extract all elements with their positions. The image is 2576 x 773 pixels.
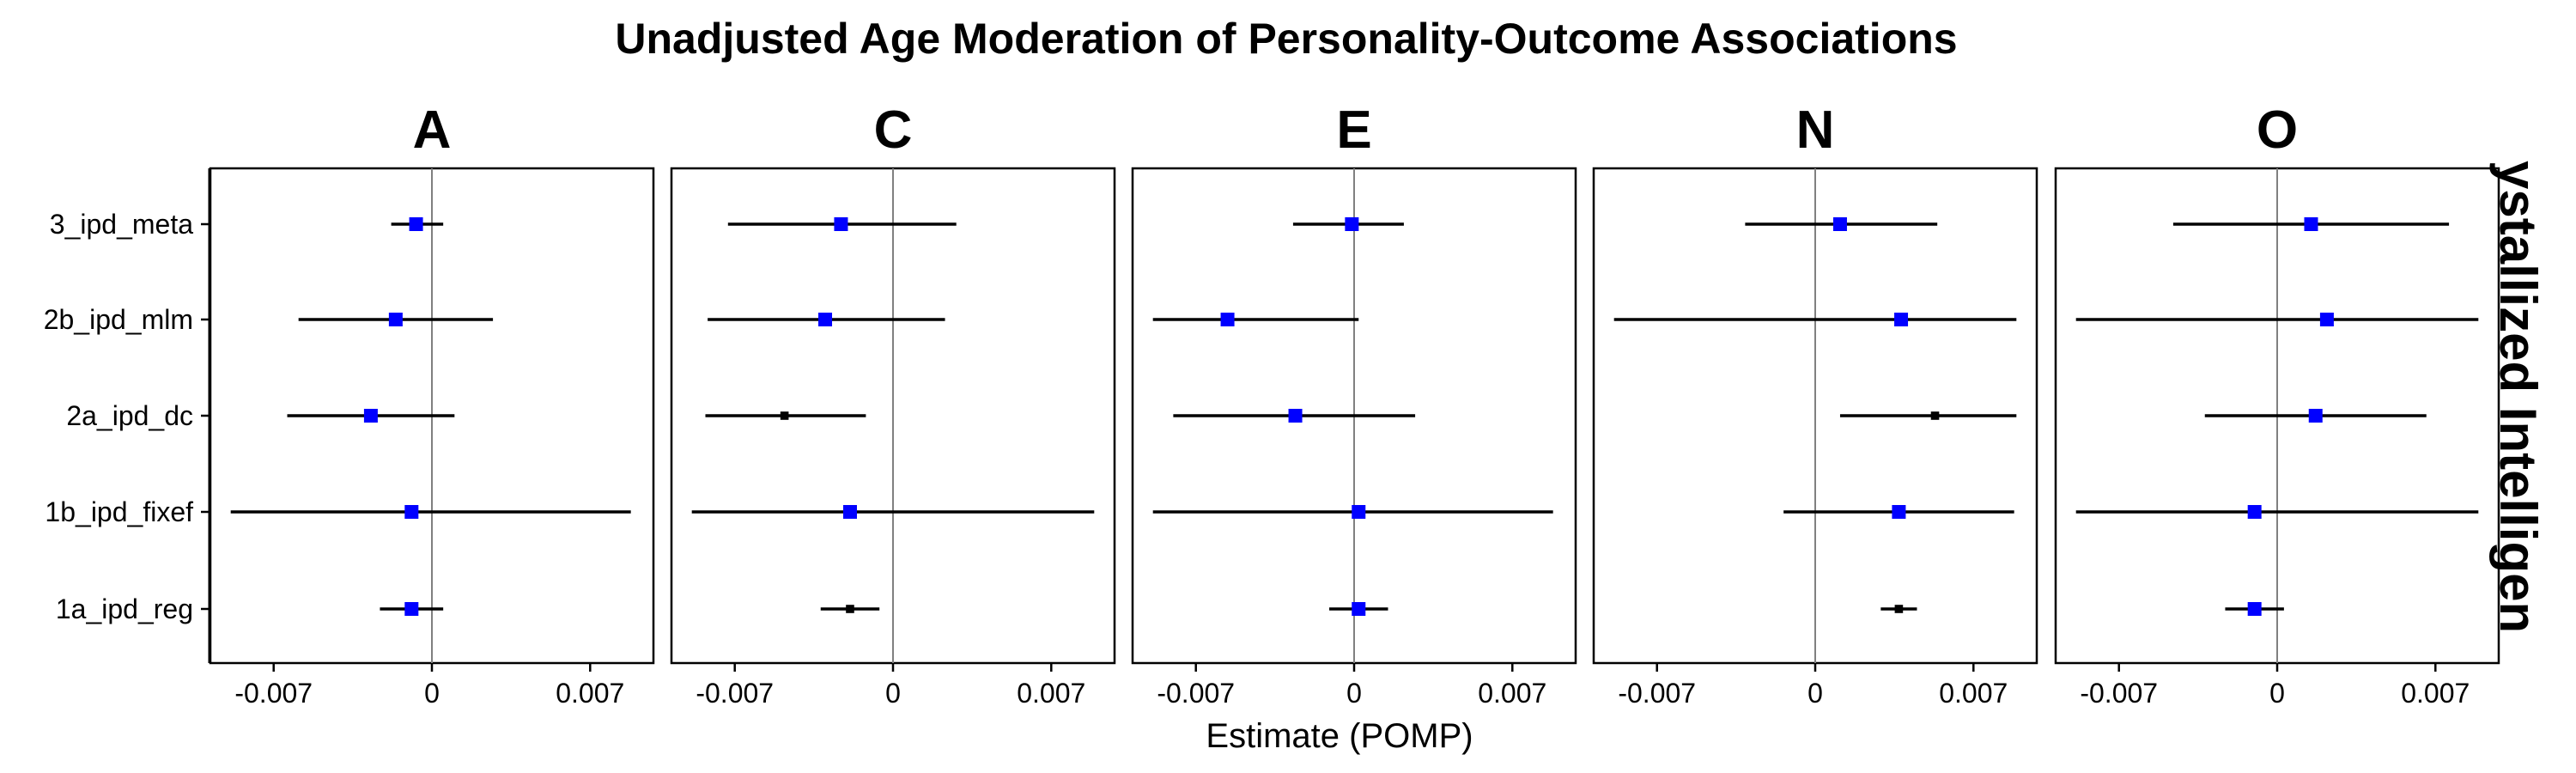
- point-estimate-2a_ipd_dc: [363, 409, 378, 423]
- facet-panel-e: E -0.007 0 0.007: [1131, 100, 1577, 709]
- point-estimate-1b_ipd_fixef: [2247, 505, 2262, 519]
- right-strip-label: ystallized Intelligen: [2489, 161, 2547, 633]
- x-tick-label: 0.007: [1478, 678, 1546, 709]
- facet-panel-c: C -0.007 0 0.007: [670, 100, 1116, 709]
- y-tick-label-2a_ipd_dc: 2a_ipd_dc: [66, 400, 193, 431]
- y-tick-label-2b_ipd_mlm: 2b_ipd_mlm: [44, 304, 193, 335]
- facet-title: N: [1796, 100, 1835, 160]
- point-estimate-2a_ipd_dc: [1930, 411, 1940, 420]
- x-tick-label: -0.007: [1618, 678, 1696, 709]
- point-estimate-1a_ipd_reg: [1894, 605, 1904, 613]
- x-tick-label: 0: [424, 678, 440, 709]
- y-tick-label-1b_ipd_fixef: 1b_ipd_fixef: [45, 496, 193, 527]
- point-estimate-1b_ipd_fixef: [842, 505, 857, 519]
- chart-title: Unadjusted Age Moderation of Personality…: [615, 15, 1957, 63]
- y-axis: 3_ipd_meta 2b_ipd_mlm 2a_ipd_dc 1b_ipd_fixe…: [44, 168, 211, 663]
- point-estimate-2a_ipd_dc: [780, 411, 789, 420]
- x-tick-label: 0: [885, 678, 901, 709]
- facet-panel-a: A -0.007 0 0.007: [209, 100, 655, 709]
- x-tick-label: -0.007: [1157, 678, 1235, 709]
- point-estimate-3_ipd_meta: [834, 217, 848, 231]
- y-tick-label-3_ipd_meta: 3_ipd_meta: [50, 209, 193, 240]
- point-estimate-2a_ipd_dc: [1288, 409, 1303, 423]
- point-estimate-1a_ipd_reg: [404, 602, 419, 616]
- x-tick-label: 0: [1807, 678, 1823, 709]
- facet-title: A: [413, 100, 452, 160]
- x-tick-label: -0.007: [696, 678, 774, 709]
- point-estimate-1a_ipd_reg: [1352, 602, 1366, 616]
- point-estimate-3_ipd_meta: [2304, 217, 2318, 231]
- x-tick-label: -0.007: [2080, 678, 2158, 709]
- x-tick-label: 0: [1346, 678, 1362, 709]
- point-estimate-2b_ipd_mlm: [2319, 313, 2334, 326]
- x-tick-label: -0.007: [234, 678, 313, 709]
- x-tick-label: 0.007: [1939, 678, 2008, 709]
- point-estimate-1a_ipd_reg: [846, 605, 854, 613]
- point-estimate-1b_ipd_fixef: [1352, 505, 1366, 519]
- point-estimate-3_ipd_meta: [1345, 217, 1359, 231]
- x-tick-label: 0.007: [556, 678, 624, 709]
- facet-title: C: [874, 100, 913, 160]
- point-estimate-2b_ipd_mlm: [388, 313, 403, 326]
- point-estimate-1a_ipd_reg: [2247, 602, 2262, 616]
- x-tick-label: 0.007: [2401, 678, 2470, 709]
- x-axis-label: Estimate (POMP): [1206, 717, 1473, 755]
- point-estimate-3_ipd_meta: [1832, 217, 1847, 231]
- facet-panel-n: N -0.007 0 0.007: [1592, 100, 2038, 709]
- point-estimate-2b_ipd_mlm: [818, 313, 833, 326]
- facet-title: O: [2257, 100, 2298, 160]
- point-estimate-1b_ipd_fixef: [404, 505, 419, 519]
- facet-title: E: [1336, 100, 1371, 160]
- x-tick-label: 0: [2269, 678, 2285, 709]
- point-estimate-2a_ipd_dc: [2308, 409, 2323, 423]
- point-estimate-1b_ipd_fixef: [1892, 505, 1906, 519]
- y-tick-label-1a_ipd_reg: 1a_ipd_reg: [56, 593, 193, 624]
- point-estimate-2b_ipd_mlm: [1220, 313, 1235, 326]
- point-estimate-2b_ipd_mlm: [1894, 313, 1909, 326]
- facet-panel-o: O -0.007 0 0.007: [2054, 100, 2500, 709]
- x-tick-label: 0.007: [1017, 678, 1085, 709]
- point-estimate-3_ipd_meta: [409, 217, 423, 231]
